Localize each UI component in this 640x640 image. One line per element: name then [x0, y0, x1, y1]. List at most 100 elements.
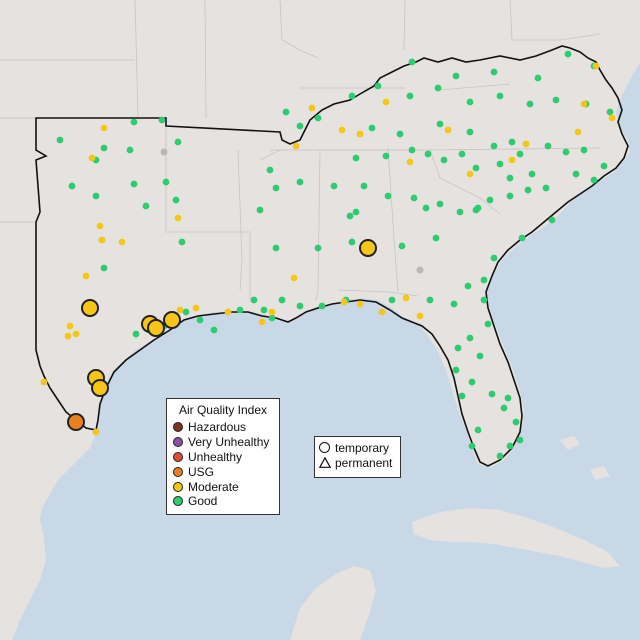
monitor-point-good	[256, 206, 264, 214]
legend-item-hazardous: Hazardous	[167, 420, 279, 435]
monitor-point-good	[426, 296, 434, 304]
legend-label: Hazardous	[188, 420, 247, 435]
monitor-point-good	[516, 150, 524, 158]
monitor-point-moderate	[522, 140, 530, 148]
monitor-point-good	[472, 206, 480, 214]
monitor-point-good	[474, 426, 482, 434]
monitor-point-good	[278, 296, 286, 304]
monitor-point-good	[162, 178, 170, 186]
monitor-point-good	[432, 234, 440, 242]
monitor-point-good	[518, 234, 526, 242]
monitor-point-good	[468, 442, 476, 450]
monitor-point-good	[600, 162, 608, 170]
monitor-point-moderate-temporary	[147, 319, 165, 337]
monitor-point-moderate	[40, 378, 48, 386]
monitor-point-moderate	[118, 238, 126, 246]
land-bahamas	[560, 436, 610, 480]
monitor-point-good	[548, 216, 556, 224]
monitor-point-moderate	[268, 308, 276, 316]
monitor-point-moderate	[292, 142, 300, 150]
monitor-point-moderate	[592, 62, 600, 70]
monitor-point-moderate	[88, 154, 96, 162]
monitor-point-good	[562, 148, 570, 156]
monitor-point-good	[466, 98, 474, 106]
shape-legend-permanent: permanent	[315, 455, 400, 470]
monitor-point-good	[572, 170, 580, 178]
legend-swatch-good	[173, 496, 183, 507]
monitor-point-good	[396, 130, 404, 138]
monitor-point-good	[458, 150, 466, 158]
monitor-point-good	[580, 146, 588, 154]
legend-label: USG	[188, 464, 215, 479]
monitor-point-good	[506, 442, 514, 450]
monitor-point-moderate	[100, 124, 108, 132]
legend-label: Very Unhealthy	[188, 435, 270, 450]
monitor-point-good	[436, 120, 444, 128]
monitor-points	[40, 50, 616, 460]
monitor-point-good	[210, 326, 218, 334]
monitor-point-good	[434, 84, 442, 92]
monitor-point-good	[476, 352, 484, 360]
monitor-point-good	[346, 212, 354, 220]
monitor-point-good	[360, 182, 368, 190]
shape-label-temporary: temporary	[335, 440, 390, 455]
monitor-point-good	[468, 378, 476, 386]
monitor-point-good	[488, 390, 496, 398]
monitor-point-good	[398, 242, 406, 250]
monitor-point-good	[296, 302, 304, 310]
monitor-point-good	[282, 108, 290, 116]
monitor-point-good	[490, 68, 498, 76]
monitor-point-moderate	[378, 308, 386, 316]
monitor-point-moderate-temporary	[81, 299, 99, 317]
monitor-point-good	[92, 192, 100, 200]
legend-label: Moderate	[188, 479, 239, 494]
monitor-point-good	[524, 186, 532, 194]
legend-swatch-unhealthy	[173, 451, 183, 462]
monitor-point-moderate	[574, 128, 582, 136]
monitor-point-good	[512, 418, 520, 426]
monitor-point-good	[406, 92, 414, 100]
monitor-point-good	[126, 146, 134, 154]
monitor-point-good	[250, 296, 258, 304]
monitor-point-good	[486, 196, 494, 204]
monitor-point-good	[174, 138, 182, 146]
monitor-point-good	[130, 180, 138, 188]
legend-item-unhealthy: Unhealthy	[167, 450, 279, 465]
monitor-point-good	[552, 96, 560, 104]
monitor-point-moderate	[96, 222, 104, 230]
monitor-point-good	[508, 138, 516, 146]
monitor-point-good	[368, 124, 376, 132]
monitor-point-good	[496, 160, 504, 168]
monitor-point-moderate	[192, 304, 200, 312]
monitor-point-good	[528, 170, 536, 178]
monitor-point-good	[182, 308, 190, 316]
legend-swatch-usg	[173, 466, 183, 477]
monitor-point-good	[500, 404, 508, 412]
shape-label-permanent: permanent	[335, 455, 393, 470]
land-cuba	[412, 508, 620, 568]
monitor-point-good	[466, 334, 474, 342]
monitor-point-good	[450, 300, 458, 308]
monitor-point-good	[178, 238, 186, 246]
monitor-point-good	[534, 74, 542, 82]
monitor-point-good	[456, 208, 464, 216]
monitor-point-good	[506, 174, 514, 182]
monitor-point-moderate	[224, 308, 232, 316]
monitor-point-moderate	[340, 298, 348, 306]
monitor-point-good	[272, 244, 280, 252]
monitor-point-good	[452, 366, 460, 374]
legend-label: Good	[188, 494, 218, 509]
shape-legend: temporary permanent	[314, 436, 401, 478]
monitor-point-good	[480, 296, 488, 304]
monitor-point-good	[590, 176, 598, 184]
shape-legend-temporary: temporary	[315, 440, 400, 455]
monitor-point-good	[68, 182, 76, 190]
monitor-point-good	[374, 82, 382, 90]
monitor-point-moderate	[64, 332, 72, 340]
monitor-point-good	[130, 118, 138, 126]
legend-item-moderate: Moderate	[167, 479, 279, 494]
legend-swatch-hazardous	[173, 422, 183, 433]
monitor-point-good	[56, 136, 64, 144]
monitor-point-moderate-temporary	[359, 239, 377, 257]
